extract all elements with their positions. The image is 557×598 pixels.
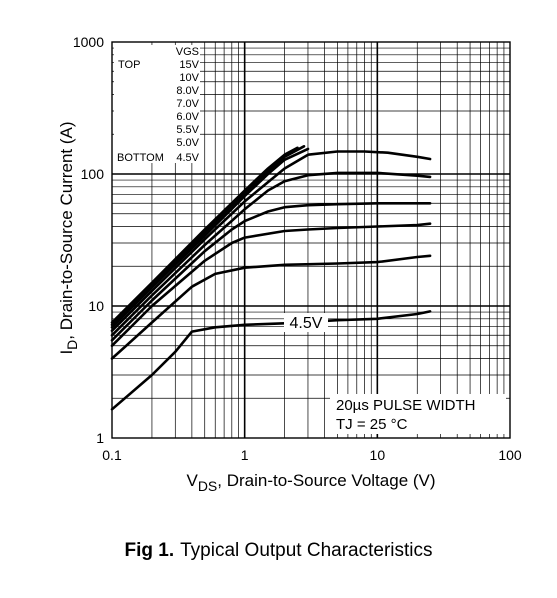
y-axis-label: ID, Drain-to-Source Current (A) — [57, 121, 80, 354]
legend-entry: 4.5V — [176, 152, 199, 164]
curve-annotation: 4.5V — [290, 315, 323, 332]
y-tick-label: 1000 — [73, 34, 104, 50]
figure-title: Typical Output Characteristics — [180, 540, 433, 561]
figure-number: Fig 1. — [124, 540, 175, 561]
x-tick-label: 0.1 — [102, 447, 122, 463]
x-tick-label: 1 — [241, 447, 249, 463]
y-tick-label: 100 — [81, 166, 105, 182]
curve-vgs-10v — [110, 145, 306, 327]
grid — [112, 42, 510, 438]
curve-vgs-4-5v — [110, 310, 432, 411]
junction-temperature-note: TJ = 25 °C — [336, 416, 408, 433]
curve-vgs-5-5v — [110, 202, 432, 342]
legend-entry: 6.0V — [176, 111, 199, 123]
legend-entry: 10V — [179, 72, 199, 84]
legend-entry: 7.0V — [176, 98, 199, 110]
legend-bottom-label: BOTTOM — [117, 152, 164, 164]
x-tick-label: 10 — [370, 447, 386, 463]
x-axis-label: VDS, Drain-to-Source Voltage (V) — [186, 471, 435, 494]
legend: VGS TOP BOTTOM 15V 10V 8.0V 7.0V 6.0V 5.… — [114, 45, 200, 164]
notes-background — [330, 394, 506, 434]
curve-vgs-4-5v — [110, 254, 432, 360]
annotation-background — [284, 313, 328, 332]
curve-vgs-6-0v — [110, 171, 432, 337]
curve-vgs-5-0v — [110, 222, 432, 348]
curves — [110, 145, 432, 411]
figure-caption: Fig 1. Typical Output Characteristics — [0, 540, 557, 562]
legend-entry: 15V — [179, 59, 199, 71]
y-tick-label: 1 — [96, 430, 104, 446]
curve-vgs-7-0v — [110, 150, 432, 333]
y-tick-label: 10 — [88, 298, 104, 314]
legend-entry: 5.0V — [176, 137, 199, 149]
legend-top-label: TOP — [118, 59, 140, 71]
x-tick-label: 100 — [498, 447, 522, 463]
legend-title: VGS — [176, 46, 199, 58]
pulse-width-note: 20µs PULSE WIDTH — [336, 397, 476, 414]
curve-vgs-8-0v — [110, 147, 310, 329]
plot-frame — [111, 41, 511, 439]
legend-entry: 5.5V — [176, 124, 199, 136]
curve-vgs-15v — [110, 146, 299, 324]
legend-entry: 8.0V — [176, 85, 199, 97]
legend-background — [114, 45, 200, 163]
